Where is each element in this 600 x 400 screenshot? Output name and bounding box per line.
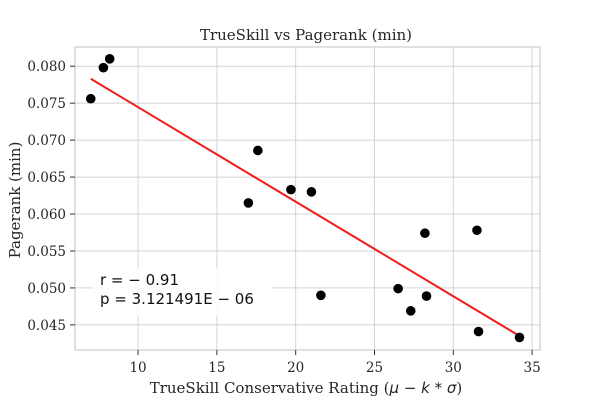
annotation-p: p = 3.121491E − 06 [100,290,254,308]
y-tick-label: 0.060 [27,207,66,223]
chart-title: TrueSkill vs Pagerank (min) [200,26,412,44]
x-tick-label: 35 [524,360,541,376]
annotation-r: r = − 0.91 [100,271,179,289]
x-tick-label: 30 [445,360,462,376]
data-point [514,332,525,343]
x-tick-label: 25 [366,360,383,376]
data-point [104,54,115,64]
data-point [286,184,296,195]
data-point [85,93,96,104]
y-axis-ticks: 0.045 0.050 0.055 0.060 0.065 0.070 0.075 0.080 [27,59,75,334]
x-axis-ticks: 10 15 20 25 30 35 [129,350,541,376]
data-point [421,291,432,301]
y-tick-label: 0.065 [27,170,66,186]
y-tick-label: 0.080 [27,59,66,75]
y-tick-label: 0.050 [27,281,66,297]
y-tick-label: 0.055 [27,244,66,260]
data-point [98,62,109,73]
x-tick-label: 15 [208,360,225,376]
grid [75,47,540,350]
x-axis-label-suffix: ) [456,379,462,397]
axes-frame [74,46,541,351]
data-point [306,187,317,197]
data-point [243,198,254,208]
x-tick-label: 10 [129,360,146,376]
plot-border [74,46,541,351]
scatter-points [85,54,525,343]
data-point [420,228,430,239]
data-point [473,326,484,337]
y-axis-label: Pagerank (min) [6,142,24,259]
annotation-box [92,268,272,316]
y-tick-label: 0.045 [27,318,66,334]
x-axis-label-math: μ − k * σ [389,379,457,397]
data-point [472,225,482,236]
data-point [393,283,403,294]
data-point [253,145,263,156]
y-tick-label: 0.070 [27,133,66,149]
x-axis-label-prefix: TrueSkill Conservative Rating ( [150,379,390,397]
data-point [316,290,326,301]
y-tick-label: 0.075 [27,96,66,112]
x-tick-label: 20 [287,360,304,376]
data-point [405,306,416,316]
regression-line-group [90,77,521,337]
regression-line [90,77,521,337]
x-axis-label: TrueSkill Conservative Rating (μ − k * σ… [150,379,463,397]
